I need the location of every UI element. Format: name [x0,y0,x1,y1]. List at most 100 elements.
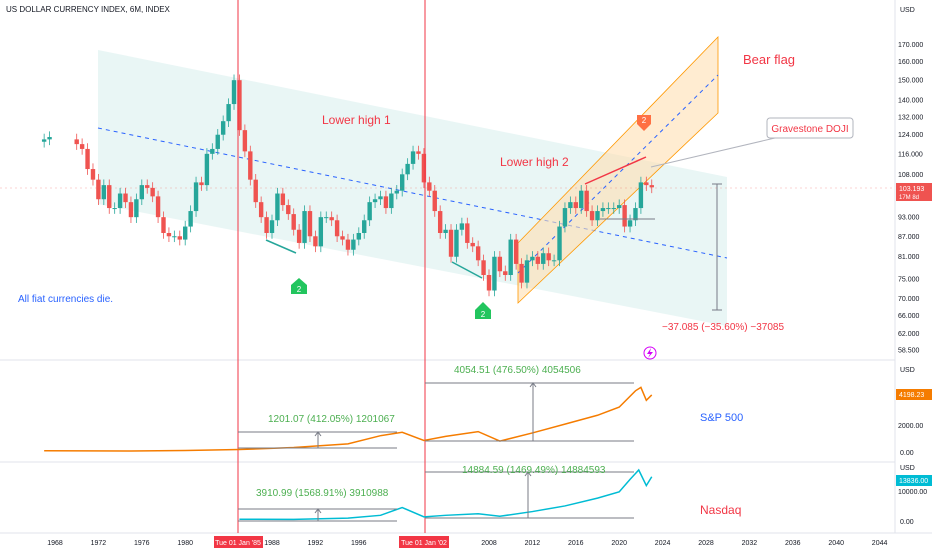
candle-body [318,217,324,247]
descending-channel [98,50,727,326]
time-axis-tick: 2028 [698,540,714,547]
candle-body [465,223,470,243]
lower-high-trendline [584,156,647,185]
gravestone-pointer [650,137,776,168]
spx-axis-unit: USD [900,367,915,374]
marker-2-label: 2 [297,285,302,294]
candle-body [562,208,568,227]
spx-price-label: 4198.23 [899,392,924,399]
price-axis-tick: 108.000 [898,172,923,179]
price-axis-tick: 66.000 [898,313,920,320]
candle-body [145,185,150,188]
candle-body [101,185,107,200]
price-axis-tick: 75.000 [898,276,920,283]
bear-flag-midline [517,74,719,274]
candle-body [275,193,280,221]
candle-body [622,205,627,227]
candle-body [41,139,47,142]
price-label: 103.193 [899,186,924,193]
time-axis-tick: 1980 [177,540,193,547]
candle-body [372,199,378,203]
label-ndx: Nasdaq [700,503,741,517]
candle-body [96,179,101,200]
candle-body [611,208,616,210]
candle-body [172,236,177,238]
time-axis-tick: 2020 [611,540,627,547]
candle-body [644,182,649,186]
candle-body [519,263,524,283]
candle-body [134,199,139,218]
spx-measure-1-label: 1201.07 (412.05%) 1201067 [268,414,395,425]
candle-body [600,208,606,212]
vline-1-date: Tue 01 Jan '85 [215,540,261,547]
candle-body [356,232,361,240]
candle-body [248,151,253,180]
ndx-axis-tick-0: 10000.00 [898,489,927,496]
candle-body [139,185,144,200]
candle-body [291,214,296,230]
spx-measure-2 [425,382,634,442]
lightning-icon[interactable] [643,346,657,360]
candle-body [595,211,600,221]
candle-body [155,196,161,218]
candle-body [188,211,193,227]
candle-body [177,236,182,240]
ndx-measure-2-label: 14884.59 (1469.49%) 14884593 [462,465,606,476]
candle-body [150,187,155,197]
price-axis-tick: 132.000 [898,114,923,121]
candle-body [638,182,644,209]
candle-body [117,193,123,209]
spx-axis-tick-0: 2000.00 [898,423,923,430]
ndx-axis-tick-1: 0.00 [900,519,914,526]
marker-2-green-a[interactable]: 2 [291,278,307,294]
price-axis-tick: 116.000 [898,151,923,158]
ndx-axis-unit: USD [900,465,915,472]
time-axis-tick: 1968 [47,540,63,547]
time-axis-tick: 2044 [872,540,888,547]
price-axis-tick: 62.000 [898,331,920,338]
candle-body [296,229,302,243]
candle-body [617,205,622,209]
candle-body [215,134,220,149]
price-axis-tick: 140.000 [898,97,923,104]
candle-body [508,239,513,276]
label-fiat: All fiat currencies die. [18,294,113,305]
candle-body [383,196,389,209]
candle-body [459,223,465,230]
candle-body [269,220,275,233]
candle-body [627,220,633,227]
candle-body [649,185,654,188]
candle-body [405,163,410,175]
candle-body [242,130,248,152]
label-bear-flag: Bear flag [743,52,795,67]
ndx-price-label: 13836.00 [899,478,928,485]
candle-body [579,190,584,209]
candle-body [307,211,313,237]
candle-body [107,185,112,209]
candles-group [41,74,654,297]
candle-body [492,256,497,291]
channel-midline [97,127,728,259]
price-axis-tick: 70.000 [898,296,920,303]
price-axis-tick: 160.000 [898,59,923,66]
candle-body [231,80,237,105]
spx-axis-tick-1: 0.00 [900,450,914,457]
candle-body [193,182,199,212]
title: US DOLLAR CURRENCY INDEX, 6M, INDEX [6,5,171,14]
candle-body [427,182,432,191]
candle-body [633,208,638,221]
spx-measure-2-label: 4054.51 (476.50%) 4054506 [454,365,581,376]
time-axis-tick: 2036 [785,540,801,547]
candle-body [90,169,96,180]
ndx-measure-2 [425,471,634,519]
price-sub-label: 17M 8d [899,195,919,201]
candle-body [421,153,427,183]
time-axis-tick: 1996 [351,540,367,547]
marker-2-label: 2 [642,116,647,125]
marker-2-green-b[interactable]: 2 [475,302,491,319]
marker-2-red[interactable]: 2 [637,115,651,131]
candle-body [535,256,541,264]
time-axis-tick: 1988 [264,540,280,547]
